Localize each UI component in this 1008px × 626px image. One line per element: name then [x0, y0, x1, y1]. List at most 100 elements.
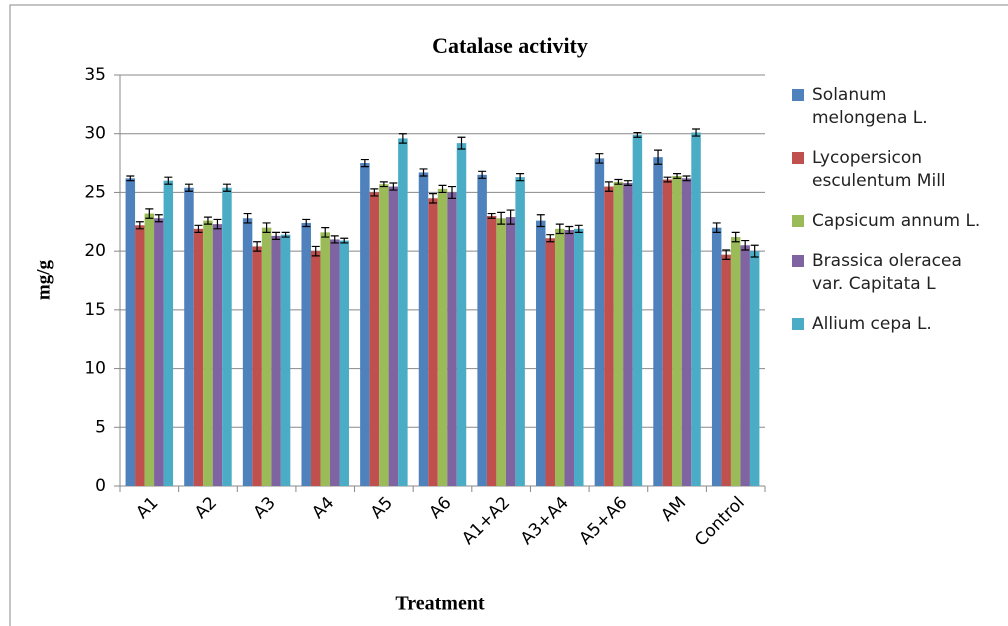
- legend-swatch: [792, 152, 804, 164]
- x-tick-label: A2: [191, 493, 221, 523]
- error-bar: [741, 239, 750, 251]
- legend-swatch: [792, 215, 804, 227]
- error-bar: [126, 175, 135, 182]
- x-tick-label: A1: [132, 493, 162, 523]
- error-bar: [253, 241, 262, 252]
- error-bar: [164, 176, 173, 185]
- bar: [564, 230, 575, 486]
- legend-item: Allium cepa L.: [792, 313, 987, 336]
- y-tick-label: 30: [84, 124, 106, 144]
- y-tick-label: 0: [95, 476, 106, 496]
- bar: [301, 222, 311, 486]
- bar: [623, 183, 633, 486]
- x-tick-label: A3+A4: [517, 493, 573, 549]
- bar: [574, 228, 584, 486]
- error-bar: [222, 183, 231, 192]
- x-tick-label: A6: [426, 493, 456, 523]
- y-tick-label: 20: [84, 241, 106, 261]
- bar: [320, 232, 330, 486]
- legend-label: Solanum melongena L.: [812, 85, 928, 128]
- error-bar: [448, 185, 456, 199]
- error-bar: [722, 249, 731, 260]
- y-tick-label: 35: [84, 65, 106, 85]
- bar: [545, 238, 556, 486]
- error-bar: [682, 175, 691, 182]
- error-bar: [555, 223, 564, 235]
- legend: Solanum melongena L. Lycopersicon esculen…: [792, 84, 1002, 353]
- y-tick-label: 25: [84, 182, 106, 202]
- error-bar: [213, 218, 222, 230]
- bar: [486, 215, 497, 486]
- error-bar: [536, 214, 545, 228]
- bar: [711, 227, 722, 486]
- y-tick-label: 5: [95, 417, 106, 437]
- legend-label: Allium cepa L.: [812, 314, 932, 334]
- error-bar: [478, 170, 487, 179]
- chart-frame: [9, 4, 1008, 626]
- error-bar: [614, 178, 623, 185]
- bar: [594, 158, 605, 487]
- bar: [163, 180, 174, 486]
- error-bar: [398, 133, 407, 144]
- bar: [135, 225, 145, 486]
- error-bar: [281, 231, 290, 238]
- error-bar: [654, 149, 663, 165]
- error-bar: [457, 136, 466, 150]
- error-bar: [184, 183, 193, 192]
- bar: [555, 228, 565, 486]
- bar: [154, 218, 164, 486]
- bar: [369, 192, 380, 486]
- legend-item: Capsicum annum L.: [792, 210, 987, 233]
- error-bar: [487, 212, 496, 219]
- legend-item: Solanum melongena L.: [792, 84, 987, 130]
- bar: [388, 186, 399, 487]
- error-bar: [272, 231, 281, 240]
- error-bar: [379, 181, 388, 188]
- y-tick-label: 15: [84, 300, 106, 320]
- bar: [222, 187, 232, 486]
- error-bar: [360, 158, 369, 168]
- bar: [360, 163, 370, 487]
- error-bar: [330, 235, 339, 244]
- error-bar: [604, 181, 613, 192]
- bar: [604, 186, 614, 487]
- x-tick-label: AM: [657, 493, 690, 526]
- bar: [505, 217, 516, 487]
- error-bar: [565, 225, 574, 235]
- error-bar: [633, 131, 642, 138]
- bar: [203, 220, 213, 486]
- legend-label: Brassica oleracea var. Capitata L: [812, 251, 962, 294]
- bar: [144, 213, 155, 486]
- legend-swatch: [792, 89, 804, 101]
- bar: [632, 134, 643, 487]
- legend-item: Brassica oleracea var. Capitata L: [792, 250, 987, 296]
- bar: [691, 132, 701, 487]
- x-tick-label: A3: [250, 493, 280, 523]
- bar: [339, 240, 349, 486]
- bar: [653, 157, 663, 486]
- error-bar: [497, 211, 506, 225]
- x-tick-label: A5+A6: [576, 493, 632, 549]
- error-bar: [673, 173, 682, 179]
- error-bar: [663, 176, 672, 183]
- legend-label: Lycopersicon esculentum Mill: [812, 148, 946, 191]
- bar: [437, 188, 448, 487]
- bar: [536, 220, 546, 486]
- x-tick-label: A1+A2: [458, 493, 514, 549]
- error-bar: [546, 234, 555, 243]
- error-bar: [516, 173, 525, 182]
- error-bar: [712, 222, 721, 233]
- x-tick-label: Control: [691, 493, 749, 551]
- bar: [418, 172, 429, 487]
- bar: [271, 235, 281, 486]
- bar: [261, 227, 272, 486]
- error-bar: [370, 188, 379, 197]
- error-bar: [731, 231, 740, 243]
- bar: [496, 218, 506, 486]
- bar: [740, 245, 750, 486]
- x-axis-label: Treatment: [395, 593, 485, 615]
- bar: [672, 175, 682, 486]
- bar: [398, 138, 408, 486]
